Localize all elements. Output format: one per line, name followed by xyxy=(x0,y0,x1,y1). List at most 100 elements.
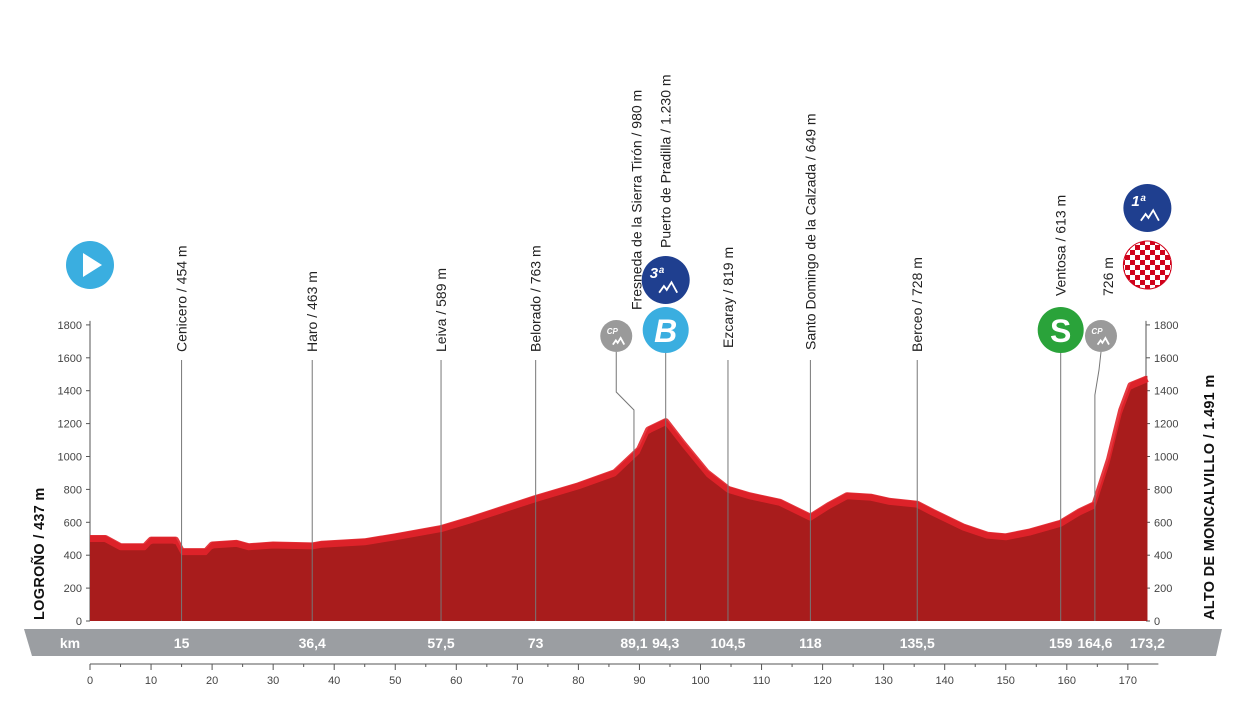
location-label: Ventosa / 613 m xyxy=(1053,195,1069,296)
km-mark-label: 118 xyxy=(799,635,822,651)
left-y-tick-label: 800 xyxy=(64,484,82,496)
km-mark-label: 73 xyxy=(528,635,544,651)
left-y-tick-label: 1200 xyxy=(58,419,82,431)
km-mark-label: 15 xyxy=(174,635,190,651)
x-tick-label: 150 xyxy=(997,675,1015,687)
x-tick-label: 90 xyxy=(633,675,645,687)
km-mark-label: 57,5 xyxy=(427,635,454,651)
right-y-tick-label: 1600 xyxy=(1154,353,1178,365)
right-y-tick-label: 1400 xyxy=(1154,386,1178,398)
km-mark-label: 36,4 xyxy=(299,635,326,651)
x-tick-label: 170 xyxy=(1119,675,1137,687)
x-axis: 0 10 20 30 40 50 60 70 80 90 100 110 120 130 140 150 160… xyxy=(87,663,1159,687)
location-label: Belorado / 763 m xyxy=(528,245,544,352)
location-line xyxy=(615,352,635,621)
mountain-glyph xyxy=(1140,208,1160,222)
bonus-badge-text: B xyxy=(654,313,677,349)
climb-category-text: 3ª xyxy=(650,265,664,282)
km-mark-label: 164,6 xyxy=(1077,635,1112,651)
km-mark-label: 173,2 xyxy=(1130,635,1165,651)
x-tick-label: 50 xyxy=(389,675,401,687)
location-label: Fresneda de la Sierra Tirón / 980 m xyxy=(628,90,644,310)
location-lines xyxy=(181,351,1102,621)
finish-badge-circle xyxy=(1122,240,1172,290)
cp-badge-text: CP xyxy=(607,327,619,336)
cp-badge-circle xyxy=(600,320,633,352)
x-tick-label: 0 xyxy=(87,675,93,687)
cp-badge-text: CP xyxy=(1091,327,1103,336)
x-tick-label: 70 xyxy=(511,675,523,687)
intermediate-sprint-icon: S xyxy=(1037,307,1084,353)
left-y-tick-label: 0 xyxy=(76,616,82,628)
start-location-label: LOGROÑO / 437 m xyxy=(30,487,48,620)
x-tick-label: 120 xyxy=(813,675,831,687)
x-tick-label: 110 xyxy=(753,675,771,687)
right-y-tick-label: 1200 xyxy=(1154,419,1178,431)
x-tick-label: 80 xyxy=(572,675,584,687)
badges: CP 3ª B S CP 1ª xyxy=(66,184,1172,353)
endpoint-labels: LOGROÑO / 437 m ALTO DE MONCALVILLO / 1.4… xyxy=(30,374,1218,620)
climb-category-text: 1ª xyxy=(1131,193,1145,210)
location-labels: Cenicero / 454 m Haro / 463 m Leiva / 589 … xyxy=(174,74,1116,352)
y-axes: 0 0 200 200 400 400 600 600 800 800 1000 1000 1200 12… xyxy=(58,320,1179,628)
location-label: Haro / 463 m xyxy=(304,271,320,352)
km-mark-label: 89,1 xyxy=(620,635,647,651)
left-y-tick-label: 200 xyxy=(64,583,82,595)
left-y-tick-label: 1400 xyxy=(58,386,82,398)
right-y-tick-label: 800 xyxy=(1154,484,1172,496)
right-y-tick-label: 0 xyxy=(1154,616,1160,628)
checkpoint-icon: CP xyxy=(1084,320,1117,352)
x-tick-label: 130 xyxy=(874,675,892,687)
x-tick-label: 60 xyxy=(450,675,462,687)
location-line xyxy=(1094,351,1102,621)
location-label: Ezcaray / 819 m xyxy=(720,247,736,348)
km-mark-label: 135,5 xyxy=(900,635,935,651)
left-y-tick-label: 600 xyxy=(64,517,82,529)
third-category-climb-icon: 3ª xyxy=(641,256,690,304)
cp-badge-circle xyxy=(1084,320,1117,352)
left-y-tick-label: 1800 xyxy=(58,320,82,332)
elevation-ridge xyxy=(90,375,1149,556)
first-category-climb-icon: 1ª xyxy=(1123,184,1172,232)
km-mark-label: 94,3 xyxy=(652,635,679,651)
km-mark-label: 159 xyxy=(1049,635,1073,651)
elevation-profile xyxy=(90,375,1149,621)
location-label: Cenicero / 454 m xyxy=(174,245,190,352)
x-tick-label: 10 xyxy=(145,675,157,687)
km-band: km 15 36,4 57,5 73 89,1 94,3 104,5 118 135,5 159 16… xyxy=(24,629,1222,656)
sprint-badge-text: S xyxy=(1050,313,1071,349)
right-y-tick-label: 200 xyxy=(1154,583,1172,595)
finish-flag-icon xyxy=(1122,240,1172,290)
sprint-badge-circle xyxy=(1037,307,1084,353)
start-play-icon xyxy=(66,241,114,289)
left-y-tick-label: 1600 xyxy=(58,353,82,365)
finish-location-label: ALTO DE MONCALVILLO / 1.491 m xyxy=(1202,374,1218,620)
location-label: Santo Domingo de la Calzada / 649 m xyxy=(802,113,818,350)
x-tick-label: 40 xyxy=(328,675,340,687)
mountain-glyph xyxy=(612,336,626,346)
mountain-glyph xyxy=(1096,336,1110,346)
x-tick-label: 30 xyxy=(267,675,279,687)
location-label: Berceo / 728 m xyxy=(909,257,925,352)
km-mark-label: 104,5 xyxy=(710,635,745,651)
x-tick-label: 160 xyxy=(1058,675,1076,687)
right-y-tick-label: 600 xyxy=(1154,517,1172,529)
km-band-bar xyxy=(24,629,1222,656)
right-y-tick-label: 1000 xyxy=(1154,452,1178,464)
location-label: 726 m xyxy=(1100,257,1116,296)
x-tick-label: 140 xyxy=(936,675,954,687)
play-triangle xyxy=(83,253,102,277)
left-y-tick-label: 400 xyxy=(64,550,82,562)
elevation-body xyxy=(90,382,1148,621)
mountain-glyph xyxy=(658,280,678,294)
bonus-badge-circle xyxy=(642,307,689,353)
bonus-sprint-icon: B xyxy=(642,307,689,353)
x-tick-label: 100 xyxy=(691,675,709,687)
right-y-tick-label: 1800 xyxy=(1154,320,1178,332)
checkpoint-icon: CP xyxy=(600,320,633,352)
right-y-tick-label: 400 xyxy=(1154,550,1172,562)
km-band-header: km xyxy=(60,635,80,651)
location-label: Leiva / 589 m xyxy=(433,268,449,352)
left-y-tick-label: 1000 xyxy=(58,452,82,464)
